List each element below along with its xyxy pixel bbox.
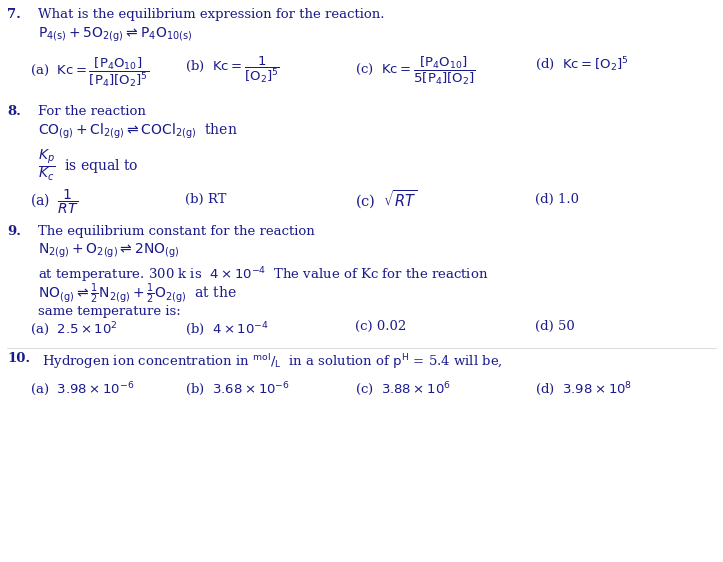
Text: (b)  $4 \times 10^{-4}$: (b) $4 \times 10^{-4}$	[185, 320, 269, 338]
Text: (c)  $\mathrm{Kc = \dfrac{[P_4O_{10}]}{5[P_4][O_2]}}$: (c) $\mathrm{Kc = \dfrac{[P_4O_{10}]}{5[…	[355, 55, 476, 87]
Text: (c)  $\sqrt{RT}$: (c) $\sqrt{RT}$	[355, 188, 417, 211]
Text: (d) 50: (d) 50	[535, 320, 575, 333]
Text: 7.: 7.	[7, 8, 21, 21]
Text: (b)  $\mathrm{Kc = \dfrac{1}{[O_2]^5}}$: (b) $\mathrm{Kc = \dfrac{1}{[O_2]^5}}$	[185, 55, 280, 85]
Text: (a)  $2.5 \times 10^{2}$: (a) $2.5 \times 10^{2}$	[30, 320, 118, 338]
Text: (a)  $3.98 \times 10^{-6}$: (a) $3.98 \times 10^{-6}$	[30, 380, 134, 398]
Text: (d) 1.0: (d) 1.0	[535, 193, 579, 206]
Text: (b)  $3.68 \times 10^{-6}$: (b) $3.68 \times 10^{-6}$	[185, 380, 290, 398]
Text: same temperature is:: same temperature is:	[38, 305, 181, 318]
Text: (d)  $\mathrm{Kc = [O_2]^5}$: (d) $\mathrm{Kc = [O_2]^5}$	[535, 55, 629, 73]
Text: (b) RT: (b) RT	[185, 193, 226, 206]
Text: at temperature. 300 k is  $4 \times 10^{-4}$  The value of Kc for the reaction: at temperature. 300 k is $4 \times 10^{-…	[38, 265, 488, 284]
Text: (d)  $3.98 \times 10^{8}$: (d) $3.98 \times 10^{8}$	[535, 380, 632, 398]
Text: (c) 0.02: (c) 0.02	[355, 320, 406, 333]
Text: 10.: 10.	[7, 352, 30, 365]
Text: For the reaction: For the reaction	[38, 105, 146, 118]
Text: (a)  $\dfrac{1}{RT}$: (a) $\dfrac{1}{RT}$	[30, 188, 79, 216]
Text: $\mathrm{P_{4(s)} + 5O_{2(g)} \rightleftharpoons P_4O_{10(s)}}$: $\mathrm{P_{4(s)} + 5O_{2(g)} \rightleft…	[38, 26, 192, 44]
Text: $\mathrm{NO_{(g)} \rightleftharpoons \frac{1}{2}N_{2(g)} + \frac{1}{2}O_{2(g)}}$: $\mathrm{NO_{(g)} \rightleftharpoons \fr…	[38, 282, 237, 306]
Text: What is the equilibrium expression for the reaction.: What is the equilibrium expression for t…	[38, 8, 385, 21]
Text: $\mathrm{N_{2(g)} + O_{2(g)} \rightleftharpoons 2NO_{(g)}}$: $\mathrm{N_{2(g)} + O_{2(g)} \rightlefth…	[38, 242, 179, 260]
Text: Hydrogen ion concentration in $\mathrm{^{mol}/_{L}}$  in a solution of $\mathrm{: Hydrogen ion concentration in $\mathrm{^…	[42, 352, 503, 371]
Text: $\mathrm{CO_{(g)} + Cl_{2(g)} \rightleftharpoons COCl_{2(g)}}$  then: $\mathrm{CO_{(g)} + Cl_{2(g)} \rightleft…	[38, 122, 238, 141]
Text: The equilibrium constant for the reaction: The equilibrium constant for the reactio…	[38, 225, 315, 238]
Text: 9.: 9.	[7, 225, 21, 238]
Text: (a)  $\mathrm{Kc = \dfrac{[P_4O_{10}]}{[P_4][O_2]^5}}$: (a) $\mathrm{Kc = \dfrac{[P_4O_{10}]}{[P…	[30, 55, 149, 89]
Text: $\dfrac{K_p}{K_c}$  is equal to: $\dfrac{K_p}{K_c}$ is equal to	[38, 148, 139, 183]
Text: (c)  $3.88 \times 10^{6}$: (c) $3.88 \times 10^{6}$	[355, 380, 451, 398]
Text: 8.: 8.	[7, 105, 21, 118]
